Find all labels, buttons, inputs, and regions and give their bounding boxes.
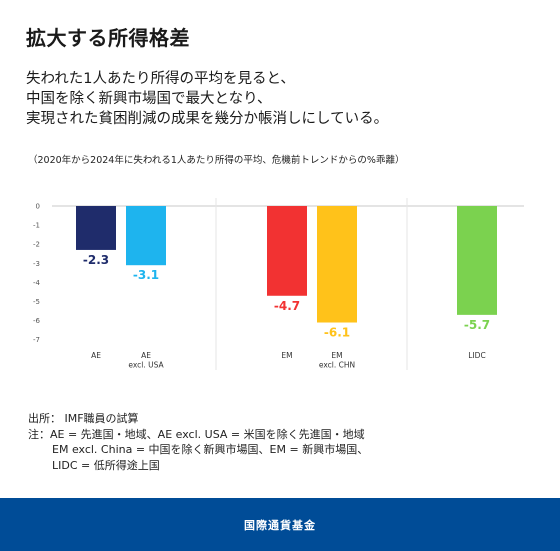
chart-note: （2020年から2024年に失われる1人あたり所得の平均、危機前トレンドからの%… [28, 155, 405, 166]
x-tick-label: EM [331, 351, 342, 360]
note-line: 注：AE = 先進国・地域、AE excl. USA = 米国を除く先進国・地域 [28, 427, 365, 441]
x-tick-label: AE [91, 351, 101, 360]
org-name: 国際通貨基金 [244, 518, 316, 532]
y-tick-label: -4 [33, 279, 41, 287]
page-title: 拡大する所得格差 [26, 26, 190, 50]
y-tick-label: -3 [33, 260, 40, 268]
y-tick-label: -5 [33, 298, 40, 306]
data-label: -4.7 [274, 299, 300, 313]
bar [317, 206, 357, 323]
bar [457, 206, 497, 315]
subtitle: 失われた1人あたり所得の平均を見ると、 中国を除く新興市場国で最大となり、 実現… [26, 69, 546, 129]
bar [76, 206, 116, 250]
footer-bar: 国際通貨基金 [0, 498, 560, 551]
bar [126, 206, 166, 266]
y-tick-label: -1 [33, 222, 40, 230]
x-tick-label: AE [141, 351, 151, 360]
x-tick-label: EM [281, 351, 292, 360]
x-tick-label: LIDC [468, 351, 485, 360]
data-label: -5.7 [464, 318, 490, 332]
data-label: -2.3 [83, 253, 109, 267]
y-tick-label: 0 [36, 203, 40, 211]
subtitle-line: 中国を除く新興市場国で最大となり、 [26, 91, 272, 107]
y-tick-label: -7 [33, 336, 40, 344]
x-tick-label: excl. USA [128, 361, 164, 370]
x-tick-label: excl. CHN [319, 361, 355, 370]
y-tick-label: -6 [33, 317, 41, 325]
footnotes: 出所： IMF職員の試算 注：AE = 先進国・地域、AE excl. USA … [28, 411, 368, 473]
subtitle-line: 実現された貧困削減の成果を幾分か帳消しにしている。 [26, 111, 389, 127]
source-line: 出所： IMF職員の試算 [28, 412, 139, 425]
y-tick-label: -2 [33, 241, 40, 249]
note-line: EM excl. China = 中国を除く新興市場国、EM = 新興市場国、 [52, 443, 369, 456]
note-line: LIDC = 低所得途上国 [52, 458, 160, 472]
bar [267, 206, 307, 296]
data-label: -3.1 [133, 268, 159, 282]
subtitle-line: 失われた1人あたり所得の平均を見ると、 [26, 71, 295, 87]
data-label: -6.1 [324, 326, 350, 340]
